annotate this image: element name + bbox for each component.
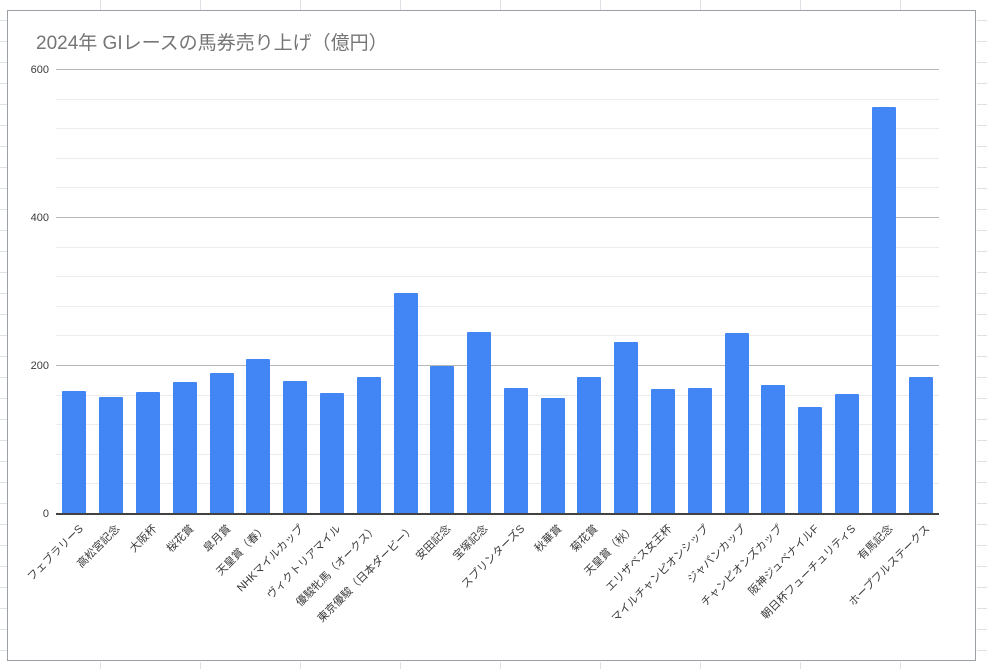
bar-3[interactable] xyxy=(135,391,160,514)
x-tick-label: 皐月賞 xyxy=(201,523,234,555)
spreadsheet-gridlines-bottom xyxy=(0,662,987,669)
minor-gridline xyxy=(56,453,939,455)
major-gridline xyxy=(56,365,939,366)
x-tick-label: 桜花賞 xyxy=(164,523,197,555)
bar-11[interactable] xyxy=(430,366,455,514)
bar-9[interactable] xyxy=(356,377,381,514)
bar-4[interactable] xyxy=(172,381,197,514)
spreadsheet-gridlines-top xyxy=(0,0,987,10)
minor-gridline xyxy=(56,98,939,100)
bar-21[interactable] xyxy=(798,407,823,514)
x-tick-label: 秋華賞 xyxy=(532,523,565,555)
minor-gridline xyxy=(56,483,939,485)
major-gridline xyxy=(56,69,939,70)
bar-1[interactable] xyxy=(62,391,87,514)
bar-23[interactable] xyxy=(871,107,896,514)
minor-gridline xyxy=(56,187,939,189)
minor-gridline xyxy=(56,128,939,130)
x-tick-label: 安田記念 xyxy=(414,523,454,563)
y-tick-label: 0 xyxy=(42,508,49,520)
plot-area xyxy=(56,69,939,515)
x-axis-line xyxy=(56,513,939,515)
chart-object[interactable]: 2024年 GIレースの馬券売り上げ（億円） 0 200 400 600 フェブラリー… xyxy=(7,10,976,661)
bar-19[interactable] xyxy=(724,333,749,514)
bar-24[interactable] xyxy=(908,377,933,514)
y-tick-label: 200 xyxy=(30,360,49,372)
x-tick-label: エリザベス女王杯 xyxy=(603,523,675,594)
bar-14[interactable] xyxy=(540,397,565,514)
bar-18[interactable] xyxy=(687,388,712,514)
x-tick-label: 菊花賞 xyxy=(569,523,601,555)
bar-6[interactable] xyxy=(246,358,271,514)
minor-gridline xyxy=(56,276,939,278)
spreadsheet-gridlines-right xyxy=(977,0,987,669)
bar-5[interactable] xyxy=(209,373,234,514)
bar-10[interactable] xyxy=(393,293,418,514)
minor-gridline xyxy=(56,335,939,337)
x-tick-label: NHKマイルカップ xyxy=(235,523,307,595)
chart-title: 2024年 GIレースの馬券売り上げ（億円） xyxy=(36,33,388,54)
minor-gridline xyxy=(56,394,939,396)
bar-22[interactable] xyxy=(835,394,860,514)
bar-7[interactable] xyxy=(283,380,308,514)
bar-13[interactable] xyxy=(503,388,528,514)
bar-16[interactable] xyxy=(614,341,639,514)
bar-12[interactable] xyxy=(467,331,492,514)
minor-gridline xyxy=(56,424,939,426)
x-tick-label: フェブラリーS xyxy=(25,523,86,584)
y-tick-label: 600 xyxy=(30,64,49,76)
bar-2[interactable] xyxy=(99,397,124,514)
bar-15[interactable] xyxy=(577,377,602,514)
major-gridline xyxy=(56,217,939,218)
y-tick-label: 400 xyxy=(30,212,49,224)
minor-gridline xyxy=(56,246,939,248)
x-tick-label: 大阪杯 xyxy=(127,523,160,555)
bar-8[interactable] xyxy=(319,392,344,514)
bar-17[interactable] xyxy=(651,388,676,514)
minor-gridline xyxy=(56,157,939,159)
spreadsheet-gridlines-left xyxy=(0,0,7,669)
bar-20[interactable] xyxy=(761,384,786,514)
minor-gridline xyxy=(56,305,939,307)
